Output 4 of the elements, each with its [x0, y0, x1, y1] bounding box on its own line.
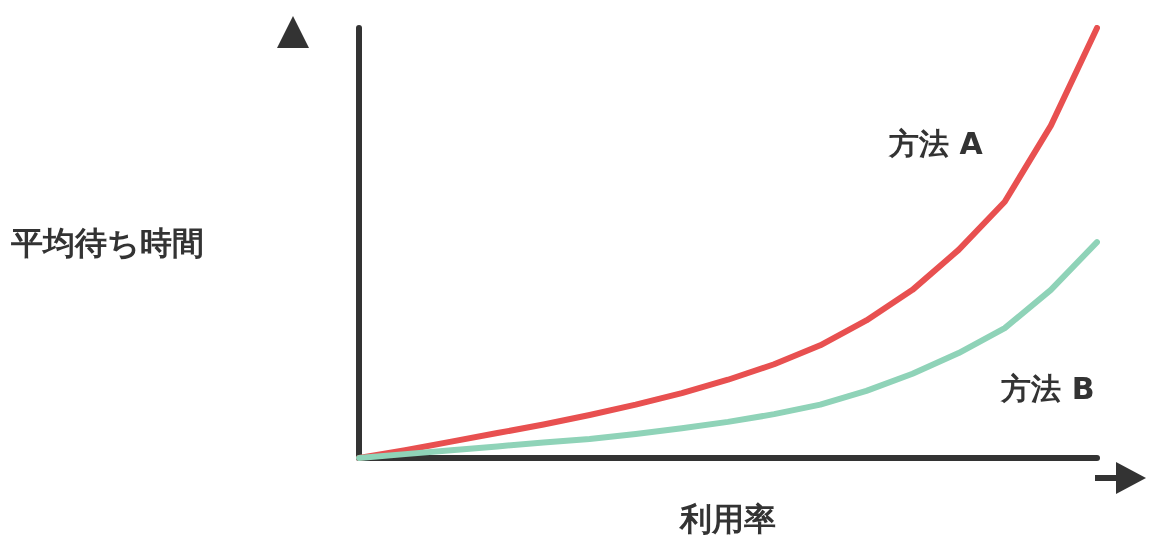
y-axis-title: 平均待ち時間 [10, 224, 204, 262]
series-label: 方法 A [888, 125, 984, 161]
x-axis-title: 利用率 [678, 500, 776, 538]
series-label: 方法 B [1000, 370, 1095, 406]
